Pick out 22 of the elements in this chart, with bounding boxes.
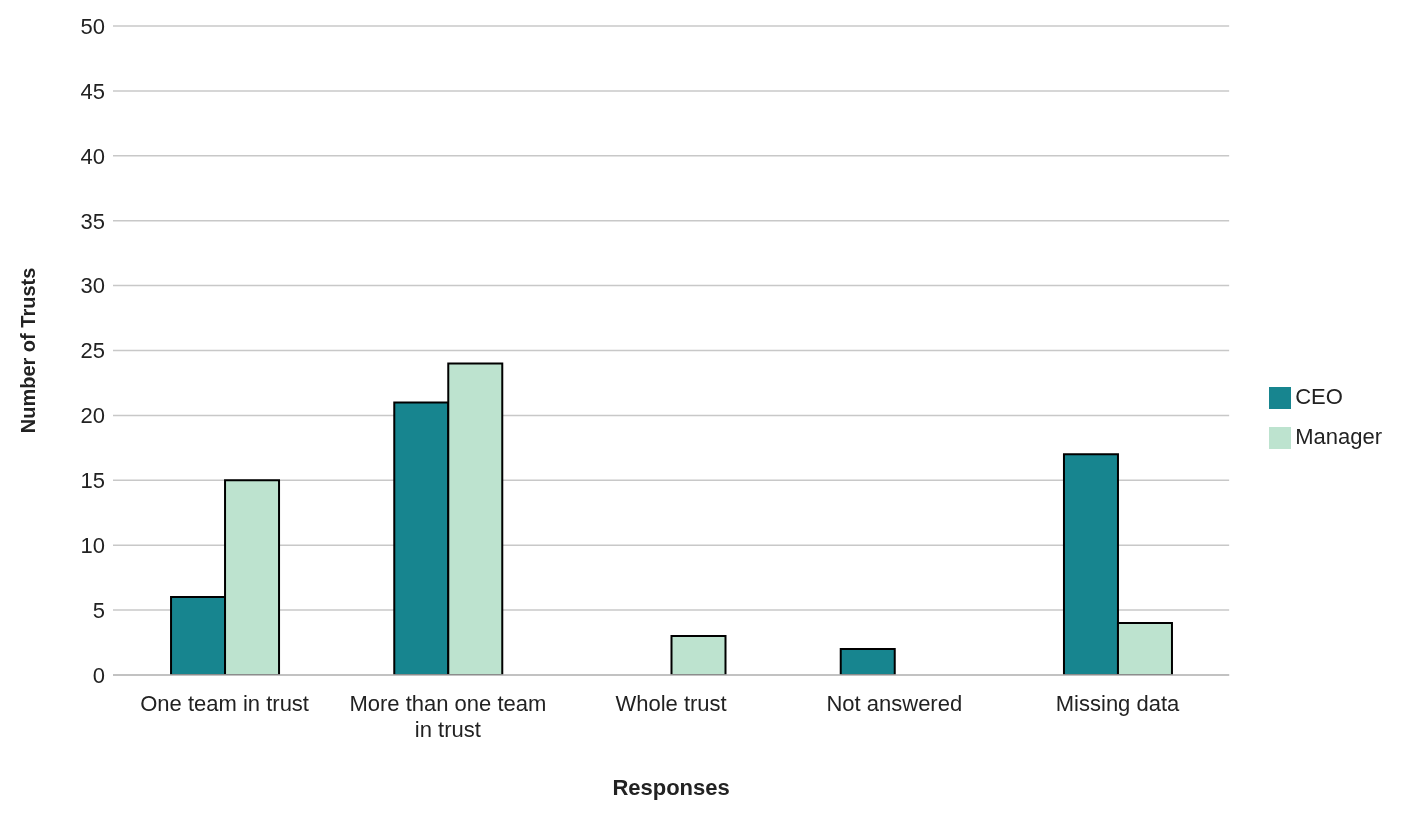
bar <box>670 635 727 675</box>
x-tick-label: Missing data <box>1055 691 1181 716</box>
y-tick-label: 35 <box>80 208 105 234</box>
legend-label: CEO <box>1295 383 1343 409</box>
y-tick-label: 20 <box>80 403 105 429</box>
y-tick-label: 40 <box>80 143 105 169</box>
y-tick-label: 45 <box>80 78 105 104</box>
y-axis-title: Number of Trusts <box>17 267 40 434</box>
y-tick-label: 30 <box>80 273 105 299</box>
x-tick-label: Not answered <box>826 691 963 716</box>
x-tick-label: More than one team in trust <box>349 691 547 742</box>
y-tick-label: 50 <box>80 13 105 39</box>
bar <box>839 648 896 675</box>
y-tick-label: 5 <box>92 597 105 623</box>
y-tick-label: 25 <box>80 338 105 364</box>
x-tick-label: One team in trust <box>140 691 309 716</box>
y-tick-label: 0 <box>92 662 105 688</box>
x-tick-label: Whole trust <box>615 691 727 716</box>
y-tick-label: 15 <box>80 468 105 494</box>
y-tick-label: 10 <box>80 533 105 559</box>
x-axis-title: Responses <box>612 775 730 800</box>
legend-label: Manager <box>1295 423 1382 449</box>
